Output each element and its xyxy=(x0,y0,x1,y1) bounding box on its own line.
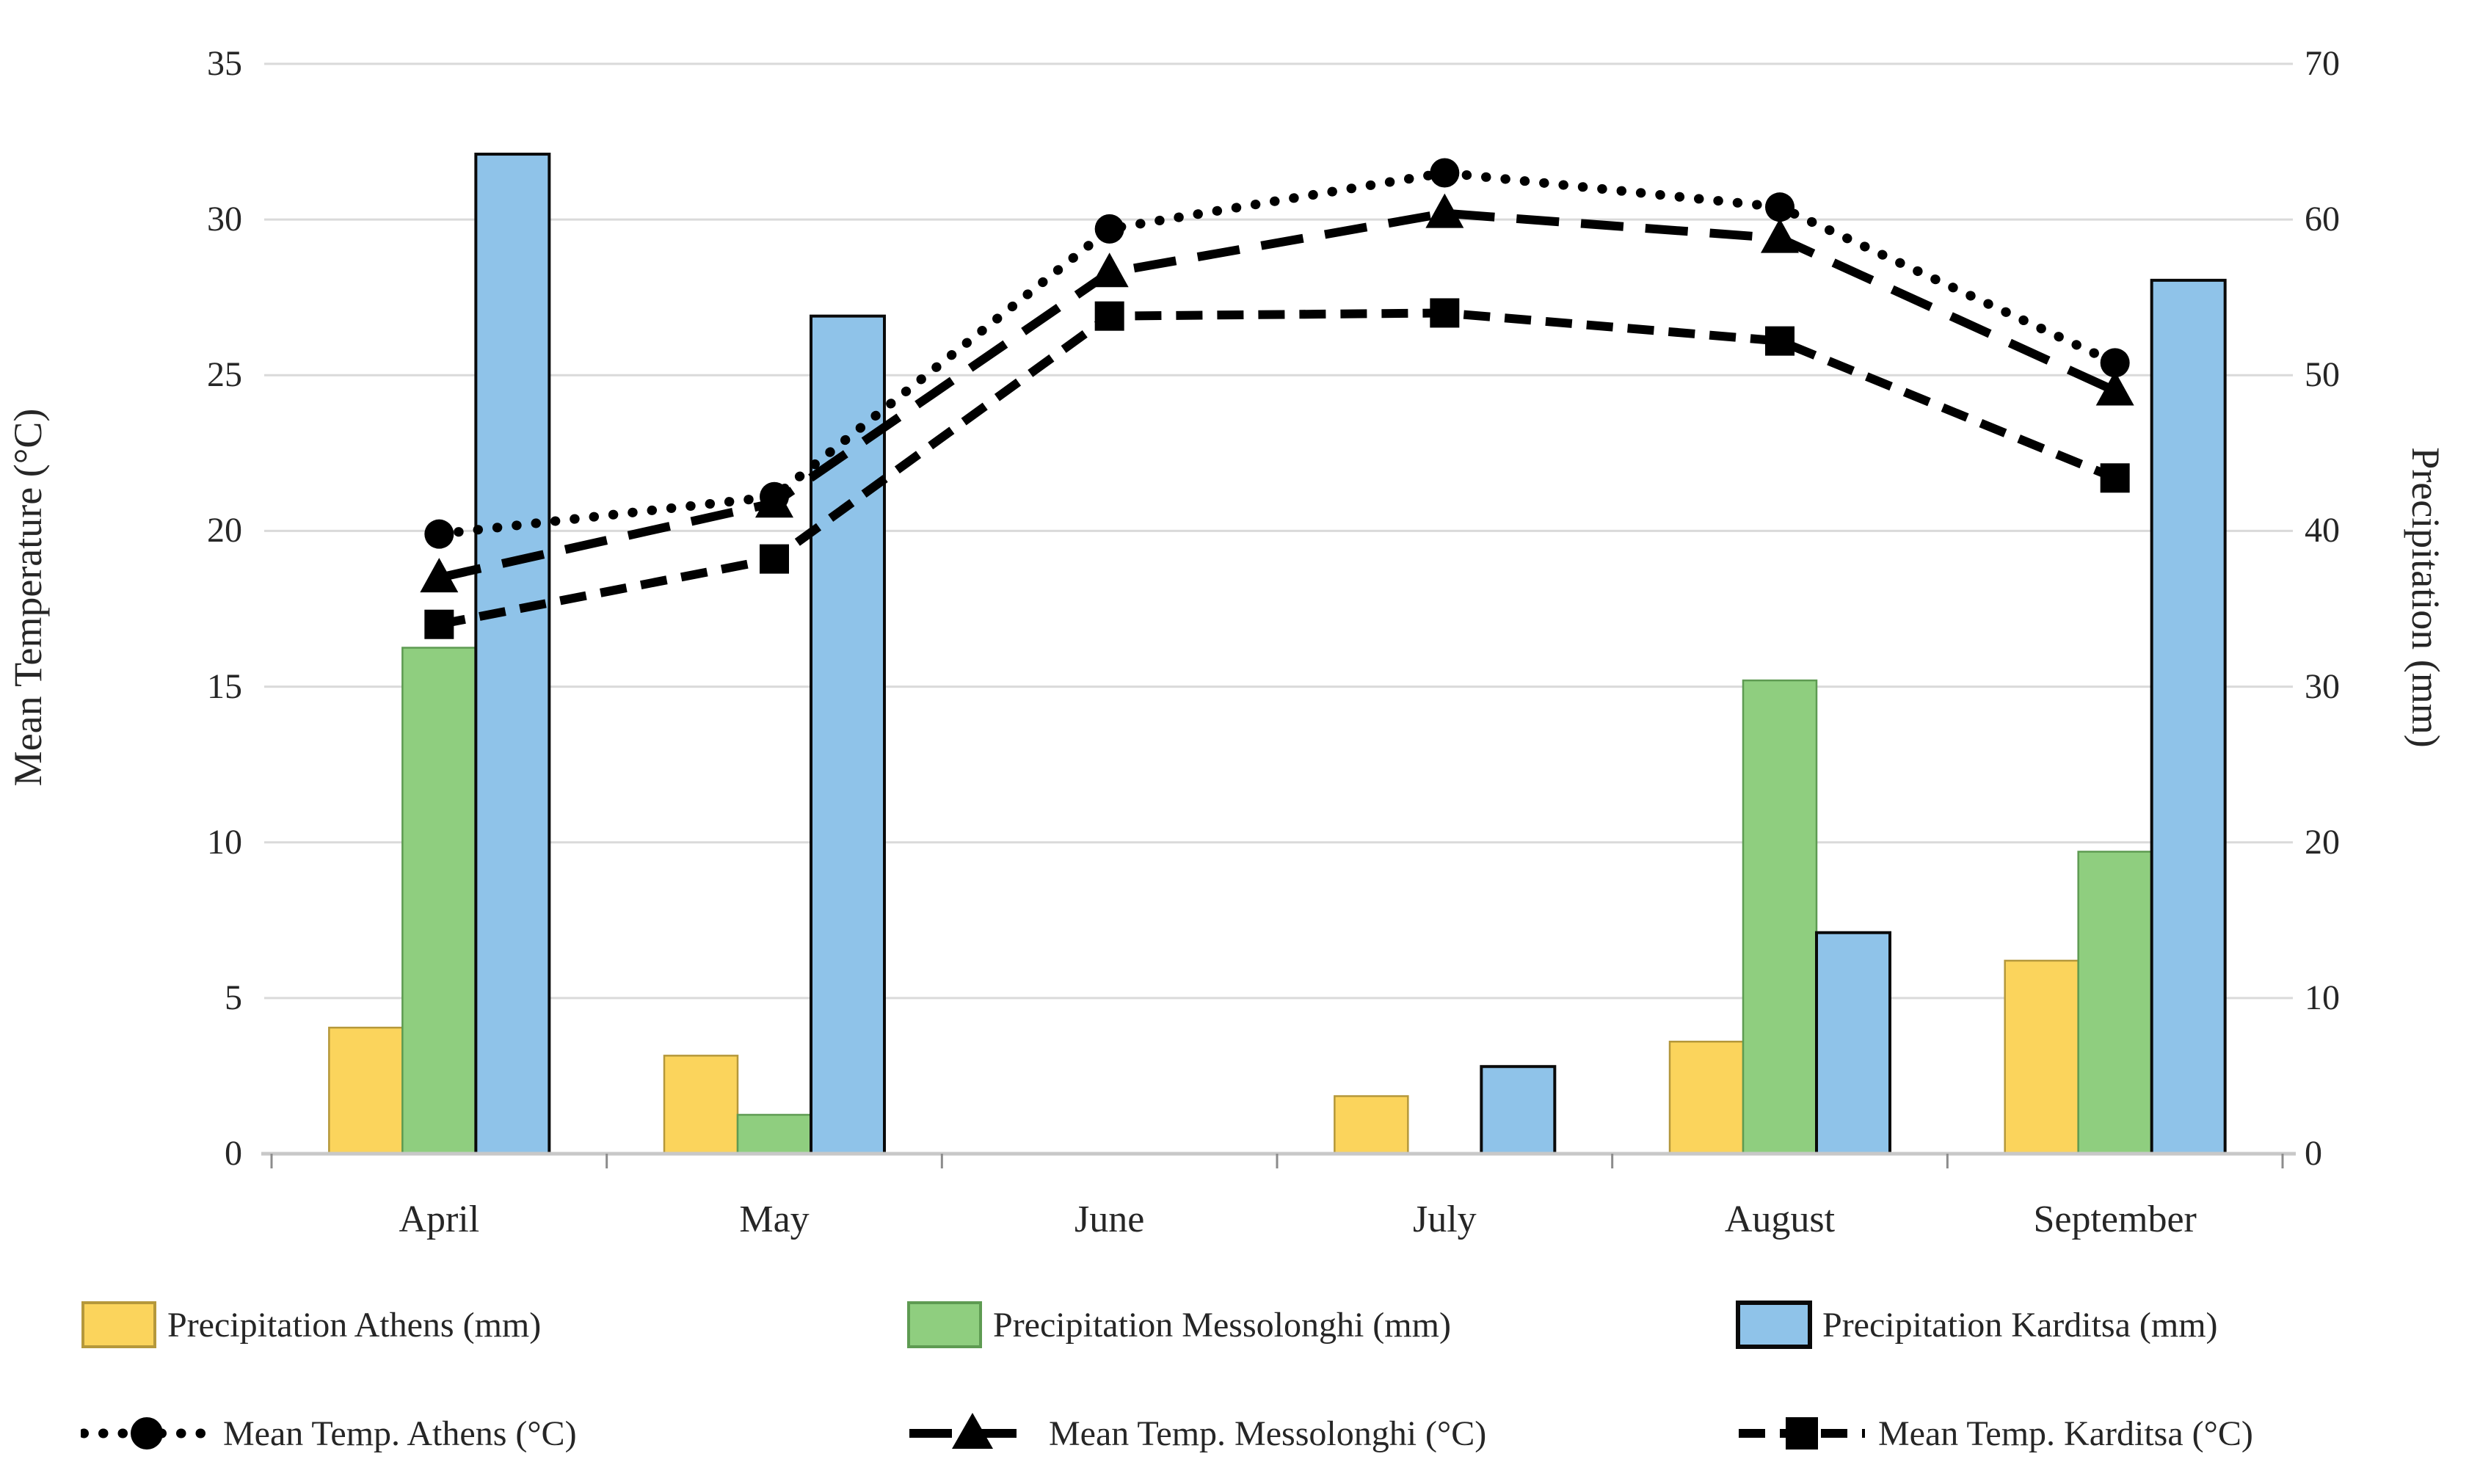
legend-label: Mean Temp. Athens (°C) xyxy=(223,1414,577,1453)
x-label-september: September xyxy=(2033,1199,2197,1240)
left-tick-0: 0 xyxy=(225,1134,242,1173)
right-tick-20: 20 xyxy=(2305,822,2340,862)
triangle-marker xyxy=(755,483,793,518)
triangle-marker-icon xyxy=(952,1413,993,1449)
legend-line-sample xyxy=(81,1417,213,1450)
bar-precipitation-messolonghi-mm- xyxy=(401,647,477,1155)
line-square xyxy=(438,308,2117,629)
triangle-marker xyxy=(1425,193,1464,228)
left-axis-title: Mean Temperature (°C) xyxy=(6,408,50,787)
legend-item-precip-2: Precipitation Karditsa (mm) xyxy=(1736,1301,2218,1349)
legend-swatch xyxy=(907,1301,982,1348)
legend-item-temp-0: Mean Temp. Athens (°C) xyxy=(81,1408,577,1459)
bar-precipitation-karditsa-mm- xyxy=(474,153,551,1156)
line-circle xyxy=(434,167,2120,539)
x-label-july: July xyxy=(1412,1199,1477,1240)
legend-item-precip-0: Precipitation Athens (mm) xyxy=(81,1301,541,1349)
right-tick-70: 70 xyxy=(2305,44,2340,83)
right-tick-50: 50 xyxy=(2305,355,2340,395)
bar-precipitation-karditsa-mm- xyxy=(1815,931,1891,1156)
right-tick-30: 30 xyxy=(2305,666,2340,706)
square-marker xyxy=(424,609,454,639)
legend-item-temp-2: Mean Temp. Karditsa (°C) xyxy=(1736,1408,2253,1459)
x-label-april: April xyxy=(399,1199,480,1240)
right-tick-10: 10 xyxy=(2305,978,2340,1017)
left-tick-15: 15 xyxy=(207,666,242,706)
triangle-marker xyxy=(420,558,459,593)
triangle-marker xyxy=(1761,218,1799,253)
right-tick-40: 40 xyxy=(2305,511,2340,550)
legend-line-sample xyxy=(909,1413,1036,1449)
bar-precipitation-athens-mm- xyxy=(328,1026,404,1155)
square-marker-icon xyxy=(1786,1417,1818,1450)
bar-precipitation-athens-mm- xyxy=(1668,1041,1745,1155)
bar-precipitation-karditsa-mm- xyxy=(1480,1065,1557,1155)
bar-precipitation-athens-mm- xyxy=(663,1055,739,1155)
bar-precipitation-messolonghi-mm- xyxy=(1742,679,1818,1155)
left-tick-5: 5 xyxy=(225,978,242,1017)
circle-marker xyxy=(1430,158,1460,188)
square-marker xyxy=(760,544,789,574)
square-marker xyxy=(1094,301,1124,331)
legend-label: Mean Temp. Messolonghi (°C) xyxy=(1049,1414,1487,1453)
line-triangle xyxy=(438,208,2117,582)
legend-label: Precipitation Karditsa (mm) xyxy=(1822,1305,2218,1345)
legend-label: Precipitation Messolonghi (mm) xyxy=(993,1305,1451,1345)
bar-precipitation-athens-mm- xyxy=(1334,1095,1409,1155)
triangle-marker xyxy=(1090,252,1129,288)
circle-marker xyxy=(2100,348,2130,378)
legend-label: Precipitation Athens (mm) xyxy=(167,1305,542,1345)
left-tick-25: 25 xyxy=(207,355,242,395)
circle-marker xyxy=(1765,192,1795,222)
left-tick-30: 30 xyxy=(207,200,242,239)
right-tick-0: 0 xyxy=(2305,1134,2322,1173)
right-tick-60: 60 xyxy=(2305,200,2340,239)
legend-line-sample xyxy=(1739,1417,1865,1450)
left-tick-20: 20 xyxy=(207,511,242,550)
legend-label: Mean Temp. Karditsa (°C) xyxy=(1878,1414,2253,1453)
x-label-may: May xyxy=(739,1199,810,1240)
square-marker xyxy=(1430,298,1460,328)
square-marker xyxy=(2100,463,2130,493)
legend-swatch xyxy=(81,1301,156,1348)
left-tick-10: 10 xyxy=(207,822,242,862)
circle-marker xyxy=(1094,214,1124,244)
circle-marker-icon xyxy=(131,1417,163,1450)
legend-swatch xyxy=(1736,1301,1812,1349)
circle-marker xyxy=(424,519,454,549)
x-label-june: June xyxy=(1074,1199,1145,1240)
x-label-august: August xyxy=(1724,1199,1836,1240)
left-tick-35: 35 xyxy=(207,44,242,83)
legend-item-temp-1: Mean Temp. Messolonghi (°C) xyxy=(906,1408,1486,1459)
bar-precipitation-messolonghi-mm- xyxy=(736,1113,812,1155)
right-axis-title: Precipitation (mm) xyxy=(2404,447,2448,748)
triangle-marker xyxy=(2095,371,2134,406)
square-marker xyxy=(1765,326,1795,356)
bar-precipitation-karditsa-mm- xyxy=(2150,278,2227,1156)
bar-precipitation-athens-mm- xyxy=(2004,959,2079,1155)
legend-item-precip-1: Precipitation Messolonghi (mm) xyxy=(906,1301,1451,1349)
bar-precipitation-messolonghi-mm- xyxy=(2077,851,2153,1155)
